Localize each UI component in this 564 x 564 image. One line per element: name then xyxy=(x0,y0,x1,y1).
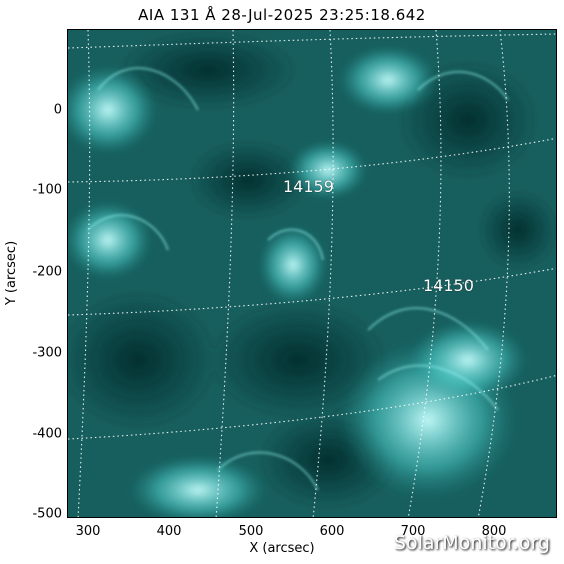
y-tick-label: -300 xyxy=(32,345,62,361)
x-tick-label: 300 xyxy=(75,524,101,539)
y-axis-label: Y (arcsec) xyxy=(4,240,19,306)
y-tick-label: -100 xyxy=(32,182,62,198)
active-region-label: 14150 xyxy=(423,276,474,295)
x-tick-label: 600 xyxy=(319,524,345,539)
x-tick-label: 700 xyxy=(400,524,426,539)
solar-image xyxy=(68,30,556,517)
x-axis-label: X (arcsec) xyxy=(249,541,315,556)
y-tick-label: -200 xyxy=(32,264,62,280)
y-tick-label: 0 xyxy=(53,102,62,118)
x-tick-label: 500 xyxy=(238,524,264,539)
y-tick-label: -500 xyxy=(32,506,62,522)
y-tick-label: -400 xyxy=(32,426,62,442)
solar-image-panel xyxy=(67,29,557,518)
x-tick-label: 400 xyxy=(156,524,182,539)
active-region-label: 14159 xyxy=(283,177,334,196)
image-title: AIA 131 Å 28-Jul-2025 23:25:18.642 xyxy=(138,6,426,24)
watermark: SolarMonitor.org xyxy=(393,532,550,554)
x-tick-label: 800 xyxy=(481,524,507,539)
